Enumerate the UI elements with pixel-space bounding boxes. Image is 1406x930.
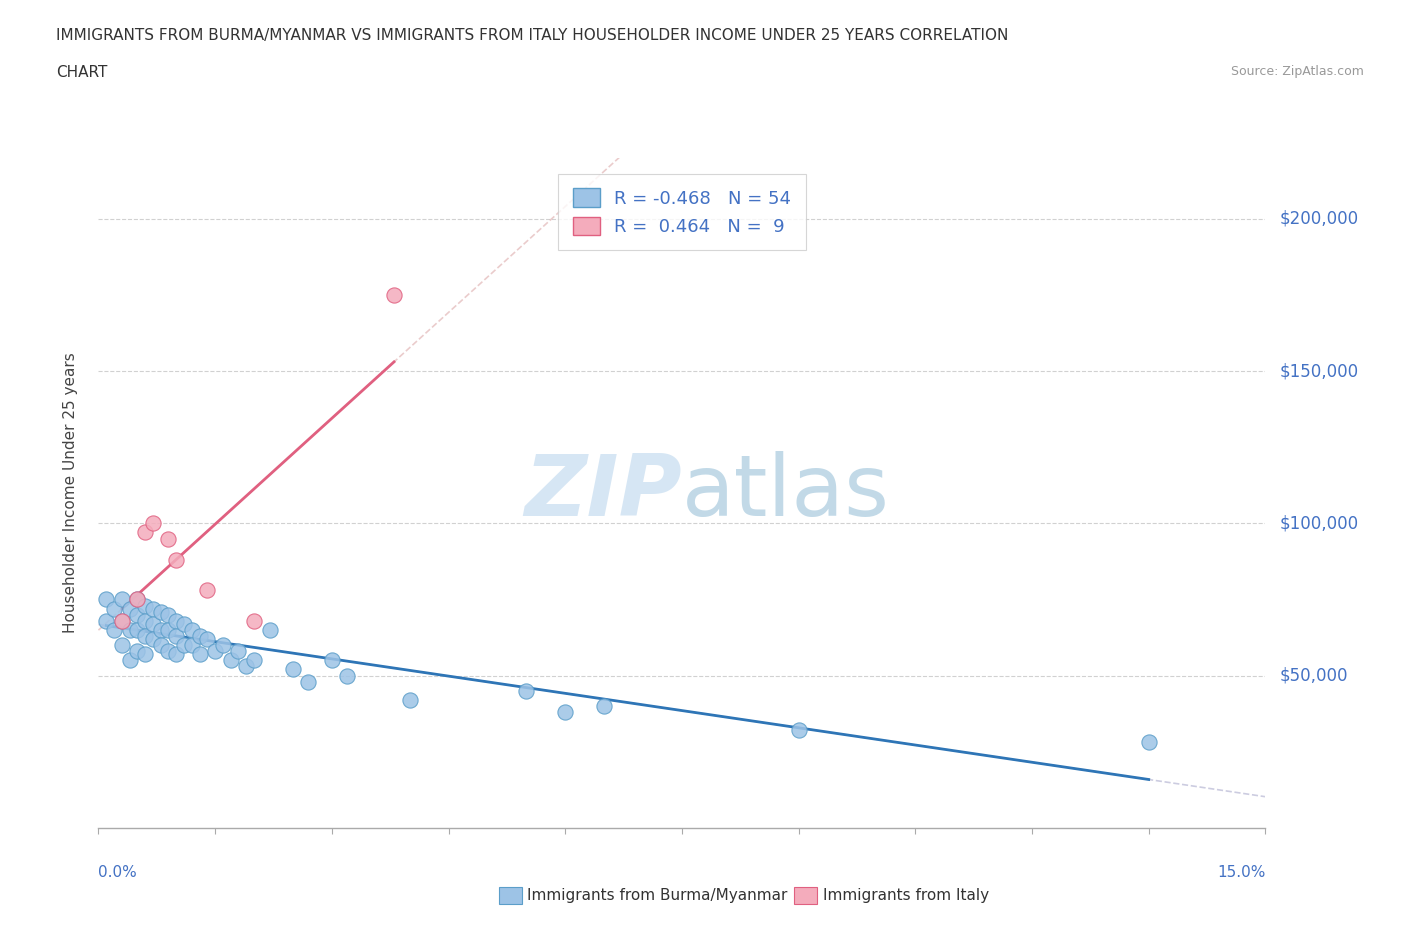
Point	[188, 629, 211, 644]
Point	[382, 287, 405, 302]
Point	[134, 598, 156, 613]
Point	[593, 698, 616, 713]
Text: ZIP: ZIP	[524, 451, 682, 535]
Point	[149, 622, 172, 637]
Text: Immigrants from Italy: Immigrants from Italy	[823, 888, 988, 903]
Point	[127, 592, 149, 607]
Point	[165, 629, 187, 644]
Point	[515, 684, 537, 698]
Point	[1137, 735, 1160, 750]
Point	[180, 638, 202, 653]
Text: atlas: atlas	[682, 451, 890, 535]
Point	[111, 592, 134, 607]
Point	[204, 644, 226, 658]
Point	[118, 601, 141, 616]
Point	[281, 662, 304, 677]
Point	[157, 531, 180, 546]
Point	[134, 525, 156, 540]
Text: Source: ZipAtlas.com: Source: ZipAtlas.com	[1230, 65, 1364, 78]
Point	[134, 613, 156, 628]
Text: $100,000: $100,000	[1279, 514, 1358, 532]
Point	[111, 613, 134, 628]
Text: Immigrants from Burma/Myanmar: Immigrants from Burma/Myanmar	[527, 888, 787, 903]
Text: 0.0%: 0.0%	[98, 865, 138, 880]
Point	[297, 674, 319, 689]
Text: $200,000: $200,000	[1279, 210, 1358, 228]
Point	[111, 613, 134, 628]
Text: $150,000: $150,000	[1279, 362, 1358, 380]
Point	[118, 653, 141, 668]
Point	[195, 631, 218, 646]
Point	[195, 583, 218, 598]
Point	[243, 613, 266, 628]
Point	[149, 604, 172, 619]
Point	[127, 592, 149, 607]
Point	[398, 693, 420, 708]
Point	[180, 622, 202, 637]
Point	[111, 638, 134, 653]
Bar	[794, 887, 817, 904]
Point	[787, 723, 810, 737]
Text: 15.0%: 15.0%	[1218, 865, 1265, 880]
Point	[142, 617, 165, 631]
Point	[188, 646, 211, 661]
Point	[228, 644, 250, 658]
Point	[157, 607, 180, 622]
Point	[165, 613, 187, 628]
Legend: R = -0.468   N = 54, R =  0.464   N =  9: R = -0.468 N = 54, R = 0.464 N = 9	[558, 174, 806, 250]
Y-axis label: Householder Income Under 25 years: Householder Income Under 25 years	[63, 352, 77, 633]
Text: IMMIGRANTS FROM BURMA/MYANMAR VS IMMIGRANTS FROM ITALY HOUSEHOLDER INCOME UNDER : IMMIGRANTS FROM BURMA/MYANMAR VS IMMIGRA…	[56, 28, 1008, 43]
Point	[243, 653, 266, 668]
Point	[127, 622, 149, 637]
Point	[96, 592, 118, 607]
Point	[103, 622, 125, 637]
Point	[142, 516, 165, 531]
Point	[134, 629, 156, 644]
Point	[173, 617, 195, 631]
Point	[127, 644, 149, 658]
Point	[134, 646, 156, 661]
Point	[157, 622, 180, 637]
Point	[336, 668, 359, 683]
Point	[142, 601, 165, 616]
Text: $50,000: $50,000	[1279, 667, 1348, 684]
Point	[103, 601, 125, 616]
Point	[235, 659, 257, 674]
Point	[165, 552, 187, 567]
Point	[127, 607, 149, 622]
Point	[554, 705, 576, 720]
Point	[212, 638, 235, 653]
Point	[165, 646, 187, 661]
Point	[259, 622, 281, 637]
Point	[321, 653, 343, 668]
Text: CHART: CHART	[56, 65, 108, 80]
Point	[219, 653, 242, 668]
Point	[157, 644, 180, 658]
Point	[173, 638, 195, 653]
Point	[118, 622, 141, 637]
Point	[149, 638, 172, 653]
Point	[142, 631, 165, 646]
Bar	[499, 887, 522, 904]
Point	[96, 613, 118, 628]
